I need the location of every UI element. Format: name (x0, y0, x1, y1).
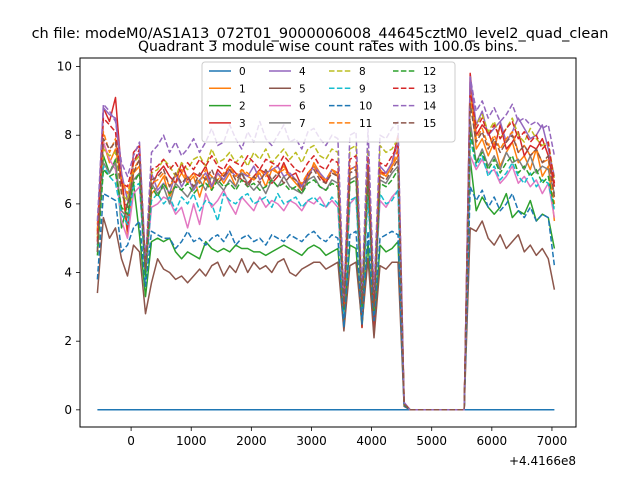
legend-label-6: 6 (299, 101, 306, 113)
x-tick-label: 1000 (176, 434, 207, 448)
y-tick-label: 6 (64, 197, 72, 211)
x-tick-label: 7000 (537, 434, 568, 448)
x-tick-label: 5000 (416, 434, 447, 448)
series-line-11 (96, 93, 556, 411)
legend-label-15: 15 (423, 118, 436, 130)
legend-label-14: 14 (423, 101, 437, 113)
y-tick-label: 4 (64, 266, 72, 280)
axes-frame (79, 57, 577, 428)
y-tick-label: 0 (64, 403, 72, 417)
legend-label-11: 11 (359, 118, 372, 130)
series-line-12 (96, 131, 556, 411)
series-line-6 (96, 141, 556, 411)
legend-label-3: 3 (239, 118, 246, 130)
legend-frame (201, 61, 456, 143)
x-tick-label: 0 (127, 434, 135, 448)
x-tick-label: 3000 (296, 434, 327, 448)
legend-label-1: 1 (239, 83, 246, 95)
series-line-15 (96, 103, 556, 411)
x-axis: 0 1000 2000 3000 4000 5000 6000 7000 (127, 427, 567, 448)
y-tick-label: 2 (64, 334, 72, 348)
legend-label-5: 5 (299, 83, 306, 95)
legend-label-9: 9 (359, 83, 366, 95)
series-line-8 (96, 100, 556, 411)
series-line-9 (96, 137, 556, 411)
series-line-5 (96, 216, 556, 411)
series-line-10 (96, 185, 556, 411)
legend-label-8: 8 (359, 66, 366, 78)
x-tick-label: 4000 (356, 434, 387, 448)
legend-label-0: 0 (239, 66, 246, 78)
series-layer (96, 72, 556, 411)
x-offset-label: +4.4166e8 (509, 454, 576, 468)
legend-label-13: 13 (423, 83, 436, 95)
x-tick-label: 6000 (477, 434, 508, 448)
series-line-14 (96, 76, 556, 411)
series-line-13 (96, 89, 556, 411)
chart-title: Quadrant 3 module wise count rates with … (138, 39, 518, 55)
y-tick-label: 10 (57, 60, 72, 74)
legend-label-4: 4 (299, 66, 306, 78)
series-line-2 (96, 155, 556, 411)
y-tick-label: 8 (64, 128, 72, 142)
figure-suptitle: ch file: modeM0/AS1A13_072T01_9000006008… (32, 26, 609, 42)
x-tick-label: 2000 (236, 434, 267, 448)
legend-label-12: 12 (423, 66, 436, 78)
y-axis: 0 2 4 6 8 10 (57, 60, 80, 417)
legend-label-2: 2 (239, 101, 246, 113)
legend-label-10: 10 (359, 101, 372, 113)
legend-label-7: 7 (299, 118, 306, 130)
